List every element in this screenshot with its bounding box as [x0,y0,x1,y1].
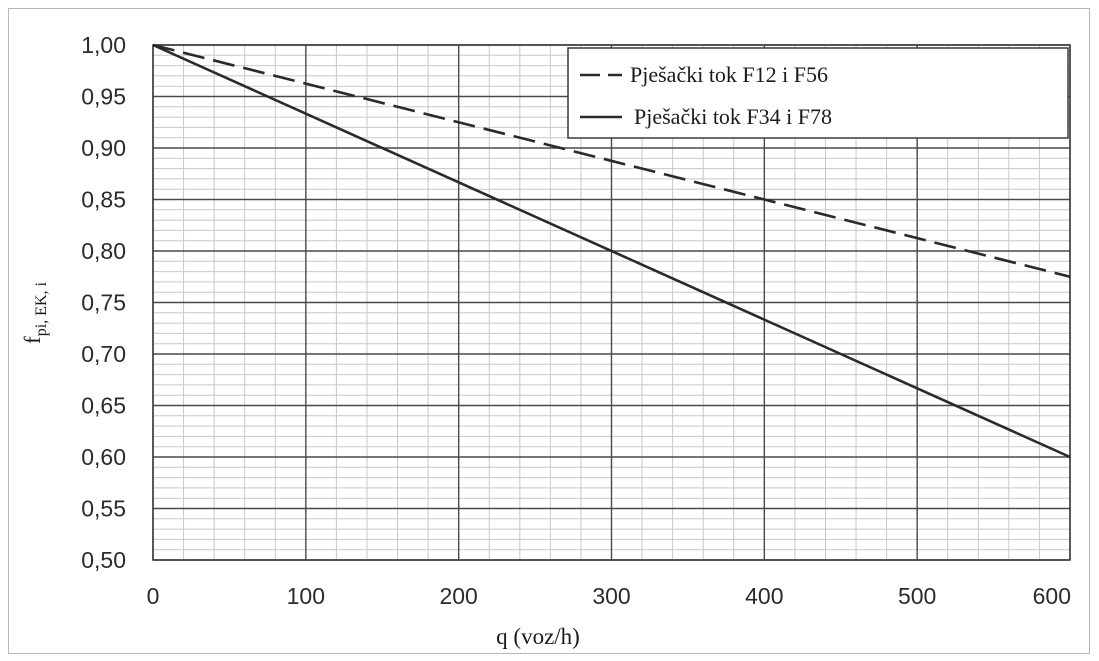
y-tick-label: 0,60 [81,444,126,470]
legend: Pješački tok F12 i F56 Pješački tok F34 … [567,47,1069,139]
y-tick-label: 0,75 [81,290,126,316]
x-tick-label: 100 [287,583,325,609]
y-tick-label: 0,80 [81,238,126,264]
x-tick-labels: 0 100 200 300 400 500 600 [147,583,1071,609]
plot-border [152,44,1071,561]
y-tick-label: 0,90 [81,135,126,161]
x-tick-label: 500 [898,583,936,609]
y-tick-label: 0,70 [81,341,126,367]
series-line-2 [152,43,1071,459]
y-tick-label: 1,00 [81,32,126,58]
y-tick-label: 0,85 [81,187,126,213]
y-tick-label: 0,50 [81,547,126,573]
x-tick-label: 400 [745,583,783,609]
series-line-1 [152,43,1071,279]
y-tick-labels: 0,50 0,55 0,60 0,65 0,70 0,75 0,80 0,85 0,90 0,95… [81,32,126,573]
legend-box [567,47,1069,139]
legend-label-series-1: Pješački tok F12 i F56 [630,62,828,87]
y-tick-label: 0,55 [81,496,126,522]
y-axis-title: fpi, EK, i [20,282,50,344]
chart-frame [8,8,1090,654]
x-tick-label: 300 [592,583,630,609]
y-tick-label: 0,95 [81,84,126,110]
y-axis-title-sub: pi, EK, i [33,282,50,337]
x-tick-label: 0 [147,583,160,609]
series-layer [152,43,1071,459]
y-axis-title-main: f [20,336,45,344]
x-tick-label: 600 [1033,583,1071,609]
x-tick-label: 200 [439,583,477,609]
y-tick-label: 0,65 [81,393,126,419]
x-axis-title: q (voz/h) [496,624,580,649]
legend-label-series-2: Pješački tok F34 i F78 [634,104,832,129]
